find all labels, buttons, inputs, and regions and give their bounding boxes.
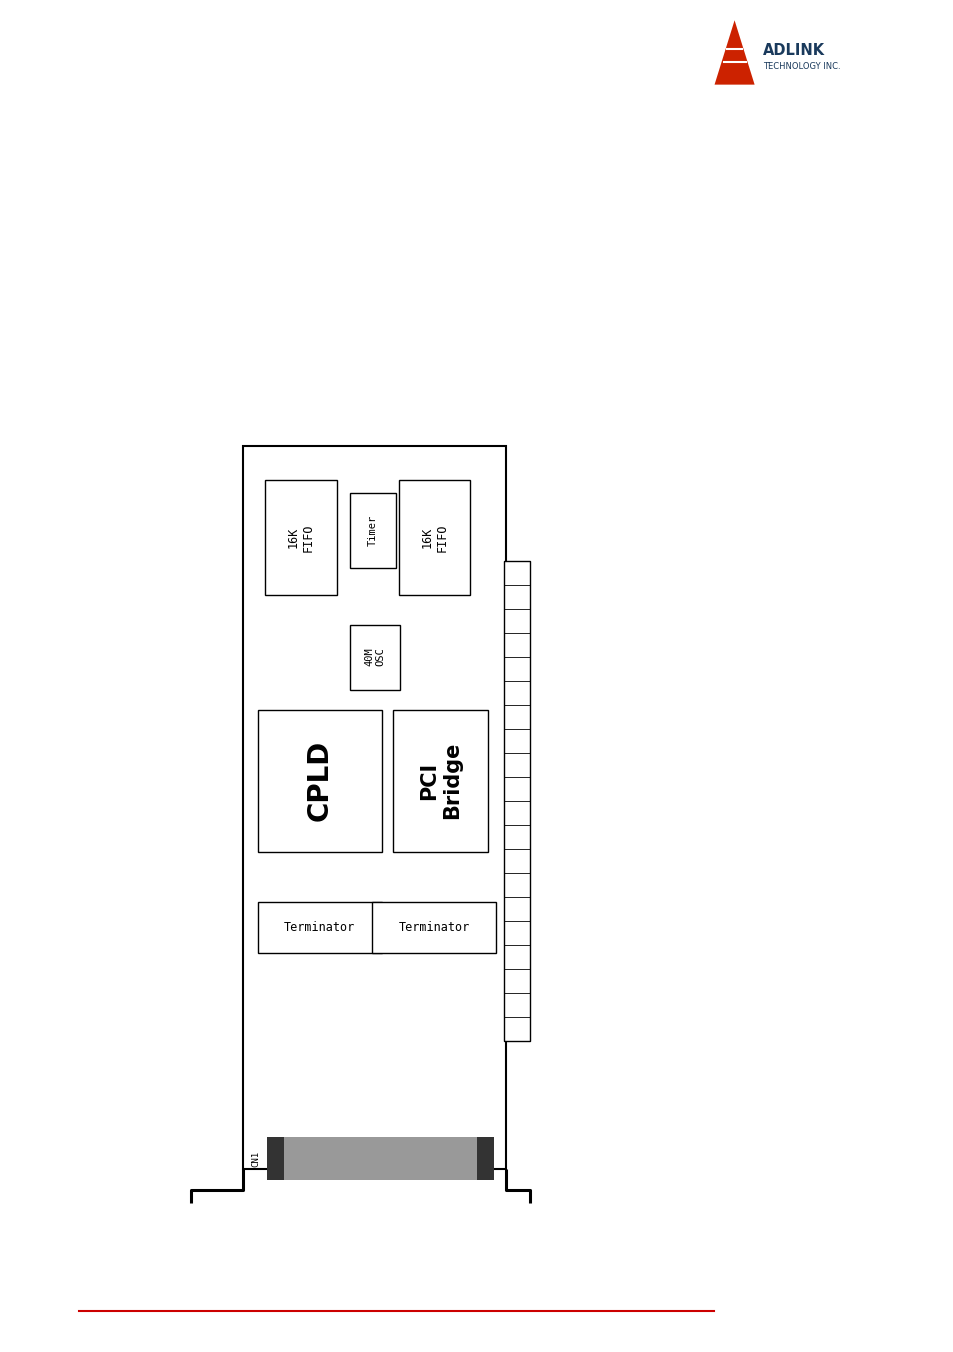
Bar [372,902,496,953]
Text: Timer: Timer [368,515,377,546]
Polygon shape [714,20,754,85]
Text: 16K
FIFO: 16K FIFO [287,523,314,552]
Text: CPLD: CPLD [305,740,334,822]
Text: 16K
FIFO: 16K FIFO [420,523,448,552]
Text: PCI
Bridge: PCI Bridge [418,742,462,819]
Bar [476,1137,494,1180]
Bar [393,710,488,852]
Text: 40M
OSC: 40M OSC [364,648,385,667]
Bar [257,710,381,852]
Bar [350,625,399,690]
Bar [503,561,530,1041]
Text: ADLINK: ADLINK [762,42,824,58]
Bar [265,480,336,595]
Bar [257,902,381,953]
Bar [284,1137,476,1180]
Bar [243,446,505,1169]
Bar [350,493,395,568]
Bar [267,1137,284,1180]
Text: Terminator: Terminator [284,921,355,934]
Bar [398,480,470,595]
Text: CN1: CN1 [251,1151,260,1167]
Text: TECHNOLOGY INC.: TECHNOLOGY INC. [762,62,840,70]
Text: Terminator: Terminator [398,921,469,934]
